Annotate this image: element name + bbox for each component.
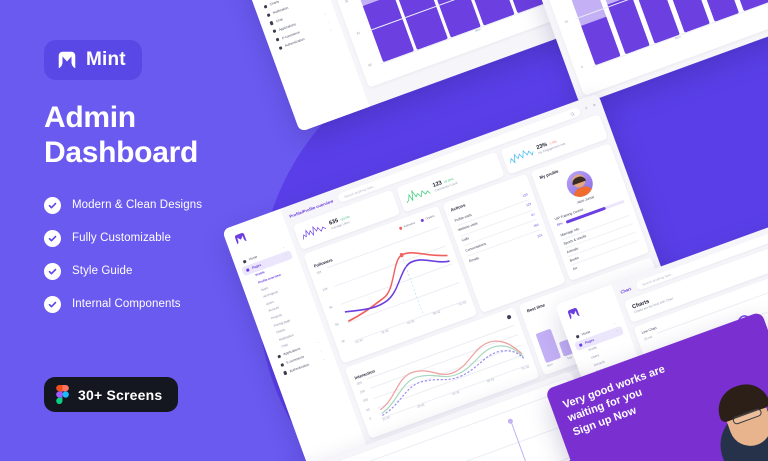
check-circle-icon [44,229,61,247]
chevron-down-icon[interactable]: ⌄ [322,356,326,362]
chevron-down-icon[interactable]: ⌄ [325,19,330,24]
feature-list: Modern & Clean Designs Fully Customizabl… [44,196,274,313]
headline-line-1: Admin [44,101,136,134]
promo-photo [693,364,768,461]
followers-lines [344,252,450,323]
screens-count-label: 30+ Screens [78,386,163,403]
search-input[interactable]: Search anything here... [337,106,582,203]
action-value: 164 [532,222,540,229]
chevron-up-icon[interactable]: ⌃ [284,253,289,258]
check-circle-icon [44,262,61,280]
feature-item: Style Guide [44,262,274,280]
action-value: 123 [525,202,532,208]
x-tick: Tue [566,354,573,361]
feature-label: Internal Components [72,298,181,311]
chevron-down-icon[interactable]: ⌄ [281,245,286,250]
chevron-down-icon[interactable]: ⌄ [319,348,323,353]
brand-logo-badge: Mint [44,40,142,80]
grid-icon [277,354,282,359]
feature-item: Modern & Clean Designs [44,196,274,214]
sparkline-likes-icon [302,225,327,240]
sparkline-comments-icon [406,189,431,203]
figma-icon [56,385,69,404]
chevron-down-icon[interactable]: ⌄ [328,27,333,32]
y-tick: 25 mil [643,334,653,342]
sidebar-item-label: Chat [275,17,284,24]
settings-icon[interactable]: ⚙ [592,102,597,108]
charts-icon [263,4,268,9]
mint-m-logo-icon [567,308,580,320]
feature-label: Style Guide [72,265,133,278]
home-icon [575,334,580,339]
action-value: 67 [530,212,536,218]
cart-icon [275,37,280,42]
notification-icon[interactable]: ⚲ [584,105,589,111]
chevron-down-icon[interactable]: ⌄ [322,10,327,16]
x-tick: Mon [546,361,554,368]
chat-icon [269,21,274,26]
breadcrumb: Chart [619,286,632,295]
shield-icon [283,370,288,376]
screens-count-badge: 30+ Screens [44,377,179,412]
mint-m-logo-icon [58,51,76,69]
shield-icon [278,45,283,50]
progress-value: 68% [556,221,564,228]
feature-label: Fully Customizable [72,232,171,245]
promo-column: Mint Admin Dashboard Modern & Clean Desi… [44,40,274,313]
action-value: 221 [536,232,543,239]
chevron-down-icon[interactable]: ⌄ [316,340,320,345]
cart-icon [280,362,285,367]
grid-icon [272,29,277,34]
interaction-lines [379,340,525,416]
bell-icon [266,12,271,17]
action-label: Calls [461,236,470,243]
followers-card: Followers Organic Followers 15K 12K [303,205,478,364]
feature-item: Fully Customizable [44,229,274,247]
stat-card-comments: 123 +8.29% Comments Count [396,151,505,213]
mock-right-sidebar: Home ⌄ Pages ⌃ Profile Users Account Pro… [555,284,714,461]
interaction-card: Interaction 200 150 100 50 0 [344,306,540,440]
mint-m-logo-icon [234,233,247,245]
stat-card-likes: 635 +23.5% Average Likes [292,189,401,250]
stat-card-engagement: 23% -1.9% My Engagement rate [500,114,608,175]
y-tick: $2 [344,0,350,4]
brand-name: Mint [86,49,126,70]
search-icon[interactable] [570,111,575,116]
page-title: Admin Dashboard [44,101,274,171]
action-value: 120 [521,192,529,198]
chevron-up-icon[interactable]: ⌃ [615,329,620,334]
check-circle-icon [44,196,61,214]
feature-label: Modern & Clean Designs [72,199,203,212]
feature-item: Internal Components [44,295,274,313]
chevron-down-icon[interactable]: ⌄ [612,320,617,326]
sparkline-engagement-icon [509,150,534,164]
headline-line-2: Dashboard [44,135,198,169]
action-label: Emails [468,255,480,264]
pages-icon [578,342,583,347]
mock-center-sidebar: Home ⌄ Pages ⌃ Profile Profile overview … [222,208,394,461]
check-circle-icon [44,295,61,313]
